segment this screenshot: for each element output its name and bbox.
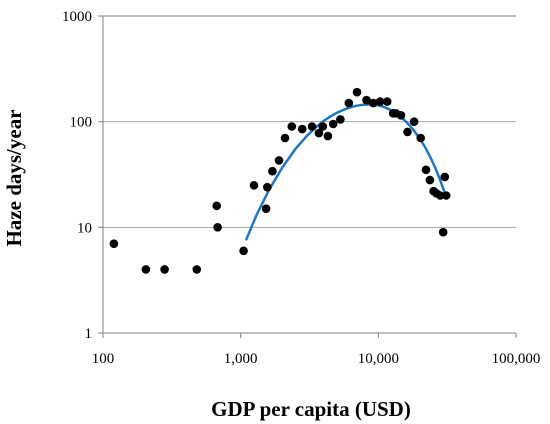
- data-point: [382, 97, 392, 106]
- x-tick-labels: 100 1,000 10,000 100,000: [92, 351, 541, 367]
- data-point: [344, 98, 354, 108]
- data-points: [109, 87, 451, 274]
- data-point: [239, 246, 248, 256]
- data-point: [425, 175, 435, 185]
- data-point: [274, 156, 284, 165]
- x-tick-label: 100,000: [492, 351, 541, 367]
- data-point: [314, 128, 324, 138]
- y-tick-label: 1: [85, 326, 93, 342]
- data-point: [212, 201, 221, 211]
- axes: [98, 15, 517, 338]
- y-tick-label: 1000: [62, 9, 92, 25]
- data-point: [160, 265, 169, 274]
- y-tick-label: 100: [70, 115, 93, 131]
- x-tick-label: 1,000: [224, 351, 258, 367]
- data-point: [328, 119, 338, 129]
- data-point: [409, 117, 419, 126]
- data-point: [396, 111, 406, 120]
- data-point: [375, 97, 385, 106]
- x-axis-title: GDP per capita (USD): [211, 397, 411, 421]
- data-point: [441, 191, 451, 200]
- data-point: [362, 95, 371, 105]
- data-point: [141, 265, 151, 274]
- data-point: [261, 204, 271, 213]
- data-point: [416, 133, 426, 143]
- data-point: [421, 165, 431, 175]
- data-point: [263, 182, 272, 192]
- data-point: [297, 124, 307, 134]
- data-point: [436, 191, 445, 200]
- data-point: [336, 115, 345, 124]
- data-point: [192, 265, 202, 274]
- data-point: [213, 223, 222, 232]
- data-point: [440, 172, 450, 182]
- x-tick-label: 10,000: [358, 351, 399, 367]
- data-point: [249, 181, 259, 190]
- x-tick-label: 100: [92, 351, 115, 367]
- y-tick-labels: 1 10 100 1000: [62, 9, 92, 342]
- gridlines: [103, 121, 516, 228]
- data-point: [280, 133, 290, 143]
- data-point: [403, 127, 412, 137]
- y-tick-label: 10: [77, 220, 92, 236]
- y-axis-title: Haze days/year: [2, 109, 26, 246]
- data-point: [318, 122, 328, 131]
- data-point: [287, 122, 297, 131]
- data-point: [352, 87, 362, 97]
- data-point: [109, 239, 119, 248]
- data-point: [438, 227, 448, 237]
- data-point: [268, 166, 277, 176]
- data-point: [307, 122, 317, 131]
- data-point: [323, 131, 333, 141]
- data-point: [369, 98, 378, 108]
